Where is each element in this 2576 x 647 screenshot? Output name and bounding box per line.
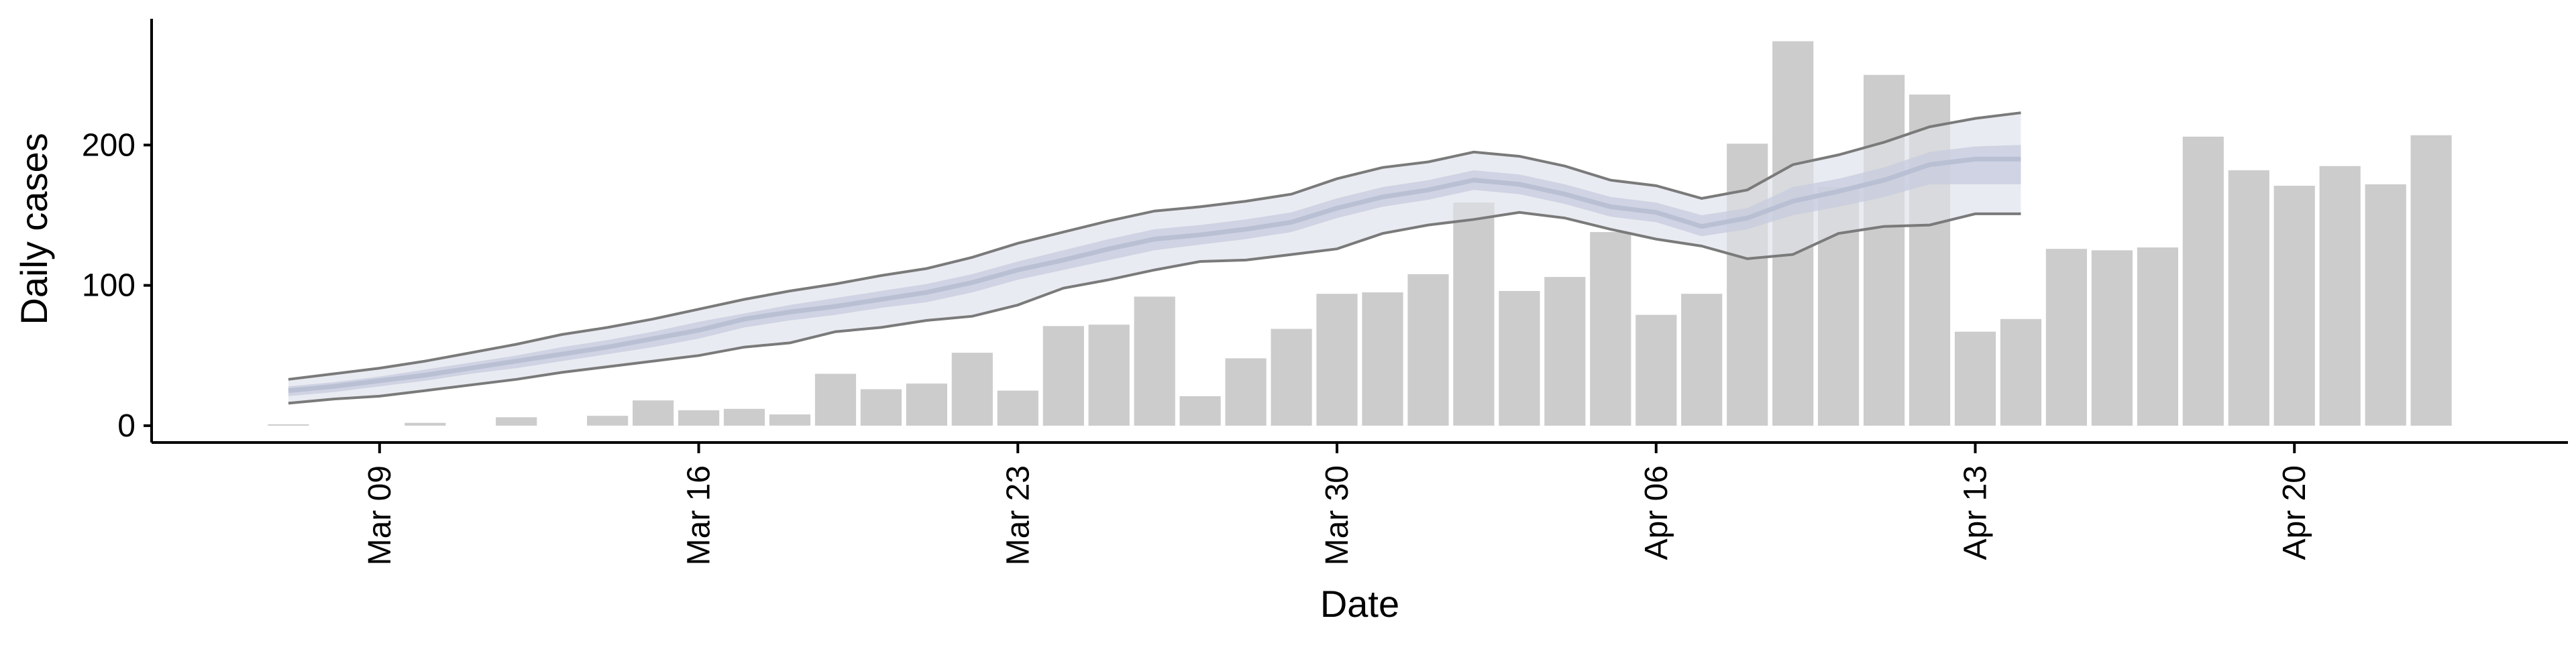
bar (1681, 294, 1723, 426)
x-tick-label: Apr 20 (2277, 465, 2312, 560)
bar (2045, 249, 2087, 426)
bar (1864, 74, 1905, 426)
bar (2365, 184, 2406, 426)
bar (1316, 294, 1358, 426)
x-tick-label: Mar 09 (362, 465, 398, 565)
median-estimate-line (288, 156, 2021, 394)
bar (405, 422, 446, 426)
bar (2091, 250, 2133, 426)
bar (1134, 296, 1175, 426)
bar (1499, 291, 1540, 426)
y-axis-ticks: 0 100 200 (82, 127, 152, 444)
bar (1042, 326, 1084, 426)
x-tick-label: Apr 06 (1639, 465, 1674, 560)
bar (2182, 136, 2224, 426)
upper-bound-line (288, 111, 2021, 381)
x-axis-ticks: Mar 09 Mar 16 Mar 23 Mar 30 Apr 06 Apr 13 Apr … (362, 443, 2312, 565)
bar (678, 410, 720, 426)
x-tick-label: Mar 23 (1000, 465, 1036, 565)
x-tick-label: Apr 13 (1957, 465, 1993, 560)
bar (2228, 170, 2269, 426)
bar (1362, 292, 1403, 426)
axes (150, 19, 2568, 444)
bar (1772, 41, 1814, 426)
bar (1225, 358, 1267, 426)
estimate-overlay (288, 111, 2021, 405)
x-tick-label: Mar 16 (682, 465, 717, 565)
bar (1635, 314, 1677, 426)
bar (2137, 247, 2178, 426)
bar (496, 417, 537, 426)
y-tick-label: 0 (117, 408, 136, 444)
bar (633, 400, 674, 426)
bar (1909, 95, 1951, 426)
bar (1544, 277, 1586, 426)
lower-bound-line (288, 211, 2021, 405)
y-tick-label: 200 (82, 127, 136, 163)
bar (1453, 202, 1495, 426)
bar (860, 389, 902, 426)
bar (1407, 274, 1449, 426)
bar (1271, 329, 1312, 426)
bar (1818, 187, 1860, 426)
y-axis-title: Daily cases (13, 133, 55, 325)
bar (1590, 232, 1631, 426)
x-tick-label: Mar 30 (1320, 465, 1355, 565)
bar (997, 390, 1038, 426)
bar (951, 353, 993, 426)
bar (769, 414, 811, 426)
bar (723, 408, 765, 426)
bar-series (268, 41, 2452, 426)
bar (2273, 186, 2315, 426)
bar (2000, 318, 2042, 426)
bar (587, 416, 629, 426)
bar (1088, 325, 1130, 426)
inner-credible-band (288, 145, 2021, 396)
bar (1179, 396, 1221, 426)
bar (814, 373, 857, 426)
bar (906, 384, 947, 426)
bar (2319, 166, 2361, 426)
x-axis-title: Date (1320, 583, 1399, 625)
bar (1954, 331, 1996, 426)
bar (268, 424, 309, 426)
bar (2410, 135, 2452, 426)
y-tick-label: 100 (82, 268, 136, 304)
